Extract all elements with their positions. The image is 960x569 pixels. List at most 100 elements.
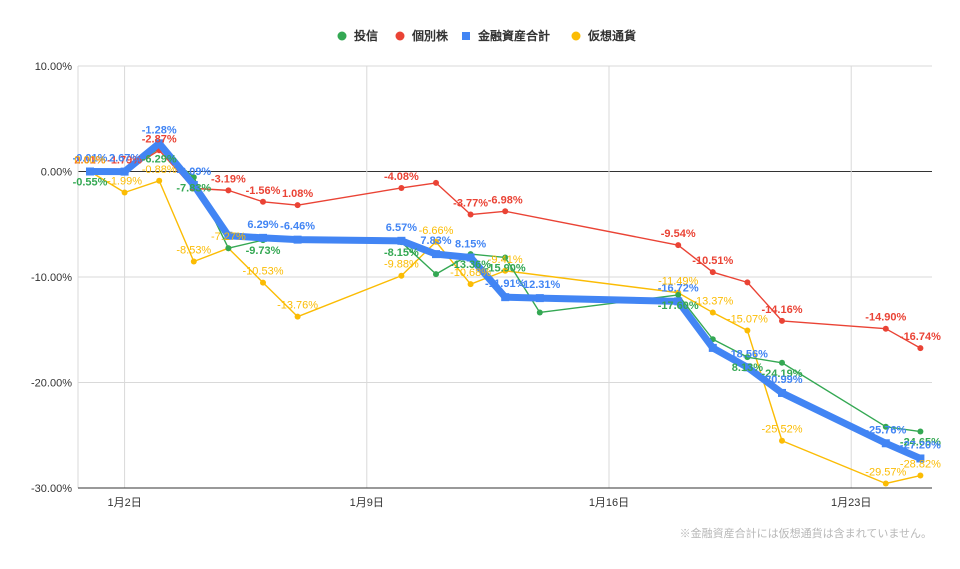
data-label: -1.79% — [107, 155, 142, 167]
legend-marker — [571, 31, 581, 41]
data-label: -9.88% — [384, 259, 419, 271]
data-point — [675, 242, 682, 249]
data-point — [121, 189, 128, 196]
data-label: -6.29% — [142, 153, 177, 165]
data-label: 8.15% — [455, 238, 486, 250]
data-point — [224, 231, 233, 240]
legend-item: 金融資産合計 — [462, 28, 550, 43]
data-point — [917, 345, 924, 352]
y-tick-label: -20.00% — [31, 378, 72, 390]
data-point — [433, 179, 439, 186]
data-point — [675, 291, 682, 298]
data-label: 2.67% — [109, 153, 140, 165]
legend-label: 個別株 — [411, 28, 449, 43]
legend-marker — [462, 32, 470, 40]
data-point — [744, 327, 751, 334]
data-label: -0.88% — [142, 164, 177, 176]
data-label: -6.46% — [280, 221, 315, 233]
data-label: 1.08% — [282, 188, 313, 200]
data-label: -2.87% — [142, 133, 177, 145]
data-label: -10.53% — [243, 266, 284, 278]
series-金融資産合計 — [86, 139, 925, 463]
data-point — [86, 167, 94, 176]
data-label: -13.36% — [450, 259, 491, 271]
data-label: -1.28% — [142, 124, 177, 136]
data-point — [501, 293, 510, 302]
data-point — [189, 181, 198, 190]
data-label: -9.54% — [661, 228, 696, 240]
data-label: -20.99% — [762, 374, 803, 386]
data-label: -9.41% — [488, 254, 523, 266]
data-label: -13.76% — [277, 300, 318, 312]
data-point — [502, 254, 509, 261]
data-point — [502, 208, 509, 215]
data-label: -0.01% — [73, 153, 108, 165]
y-tick-label: -10.00% — [31, 272, 72, 284]
data-label: -8.15% — [384, 247, 419, 259]
x-tick-label: 1月16日 — [589, 497, 629, 509]
data-point — [190, 258, 197, 265]
data-point — [882, 480, 889, 487]
data-point — [294, 313, 301, 320]
series-line — [89, 139, 922, 462]
series-line — [89, 147, 922, 433]
data-point — [881, 439, 890, 448]
data-label: -7.27% — [211, 231, 246, 243]
data-label: -15.90% — [485, 262, 526, 274]
data-label: -3.77% — [453, 198, 488, 210]
legend-marker — [395, 31, 405, 41]
data-point — [535, 294, 544, 303]
footnote: ※金融資産合計には仮想通貨は含まれていません。 — [679, 528, 932, 540]
data-point — [155, 139, 164, 148]
data-label: -16.72% — [658, 282, 699, 294]
data-label: -6.09% — [176, 166, 211, 178]
data-label: -27.20% — [900, 439, 941, 451]
legend-item: 仮想通貨 — [571, 28, 636, 43]
data-label: -1.56% — [246, 185, 281, 197]
data-point — [917, 428, 924, 435]
data-label: -8.53% — [176, 244, 211, 256]
data-point — [744, 279, 751, 286]
data-label: -25.52% — [762, 424, 803, 436]
data-point — [467, 281, 474, 288]
data-point — [293, 235, 302, 244]
data-point — [744, 354, 751, 361]
data-point — [260, 198, 266, 205]
data-point — [398, 272, 405, 279]
data-label: -9.73% — [246, 245, 281, 257]
data-point — [260, 279, 266, 286]
data-point — [536, 309, 543, 316]
data-label: -13.37% — [692, 296, 733, 308]
data-label: -17.60% — [658, 300, 699, 312]
data-label: -15.07% — [727, 313, 768, 325]
data-label: -11.91% — [485, 278, 526, 290]
data-point — [709, 309, 716, 316]
data-label: -0.55% — [73, 177, 108, 189]
data-label: -3.19% — [211, 173, 246, 185]
data-label: -18.56% — [727, 348, 768, 360]
data-point — [779, 437, 785, 444]
x-tick-label: 1月9日 — [350, 497, 384, 509]
data-point — [433, 238, 439, 245]
data-point — [779, 359, 785, 366]
data-label: 7.83% — [420, 235, 451, 247]
y-tick-label: -30.00% — [31, 483, 72, 495]
data-point — [743, 363, 752, 372]
data-point — [397, 236, 406, 245]
data-label: -1.99% — [107, 175, 142, 187]
y-tick-label: 0.00% — [41, 167, 72, 179]
x-tick-label: 1月2日 — [107, 497, 141, 509]
data-point — [917, 472, 924, 479]
data-point — [225, 245, 232, 252]
legend-label: 金融資産合計 — [477, 28, 550, 43]
data-point — [467, 211, 474, 218]
data-point — [294, 202, 301, 209]
data-label: 2.01% — [74, 155, 105, 167]
data-label: -7.83% — [176, 182, 211, 194]
x-tick-label: 1月23日 — [831, 497, 871, 509]
data-point — [778, 388, 786, 397]
data-label: -29.57% — [865, 466, 906, 478]
data-label: -4.08% — [384, 171, 419, 183]
data-label: 6.29% — [247, 219, 278, 231]
